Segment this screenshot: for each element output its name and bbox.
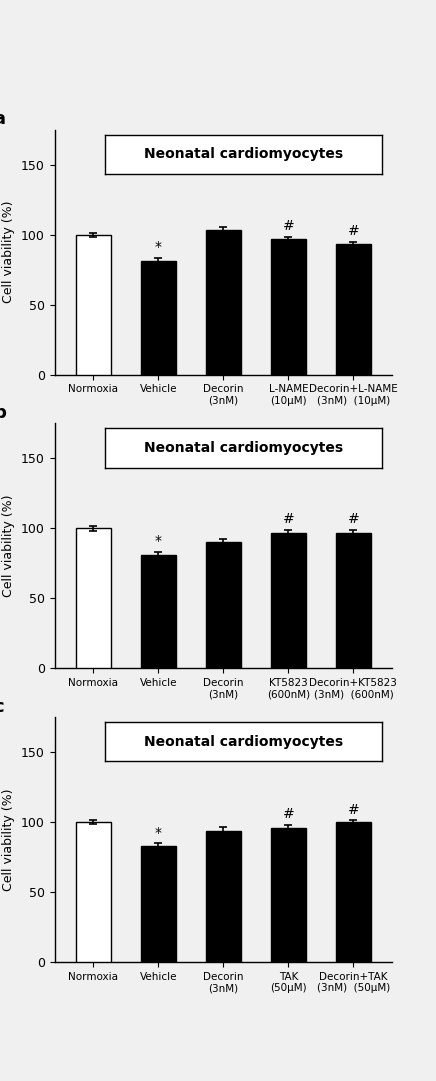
Bar: [75, 823, 111, 962]
Bar: [336, 244, 371, 374]
Bar: [140, 262, 176, 374]
Bar: [75, 529, 111, 668]
Bar: [271, 239, 307, 374]
Y-axis label: Cell viability (%): Cell viability (%): [2, 495, 15, 597]
Text: #: #: [347, 512, 359, 526]
Y-axis label: Cell viability (%): Cell viability (%): [2, 201, 15, 304]
Text: *: *: [155, 826, 162, 840]
Text: c: c: [0, 697, 4, 716]
Text: #: #: [347, 802, 359, 816]
Text: #: #: [283, 219, 294, 233]
Bar: [206, 830, 241, 962]
Bar: [206, 543, 241, 668]
Bar: [140, 555, 176, 668]
Bar: [271, 828, 307, 962]
Text: #: #: [283, 808, 294, 822]
Text: *: *: [155, 240, 162, 254]
Bar: [206, 230, 241, 374]
Text: #: #: [283, 512, 294, 526]
Text: #: #: [347, 224, 359, 238]
Text: a: a: [0, 110, 6, 129]
Bar: [271, 533, 307, 668]
Text: b: b: [0, 404, 7, 422]
Text: *: *: [155, 534, 162, 548]
Bar: [336, 533, 371, 668]
Bar: [75, 235, 111, 374]
Bar: [336, 823, 371, 962]
Bar: [140, 846, 176, 962]
Y-axis label: Cell viability (%): Cell viability (%): [2, 788, 15, 891]
